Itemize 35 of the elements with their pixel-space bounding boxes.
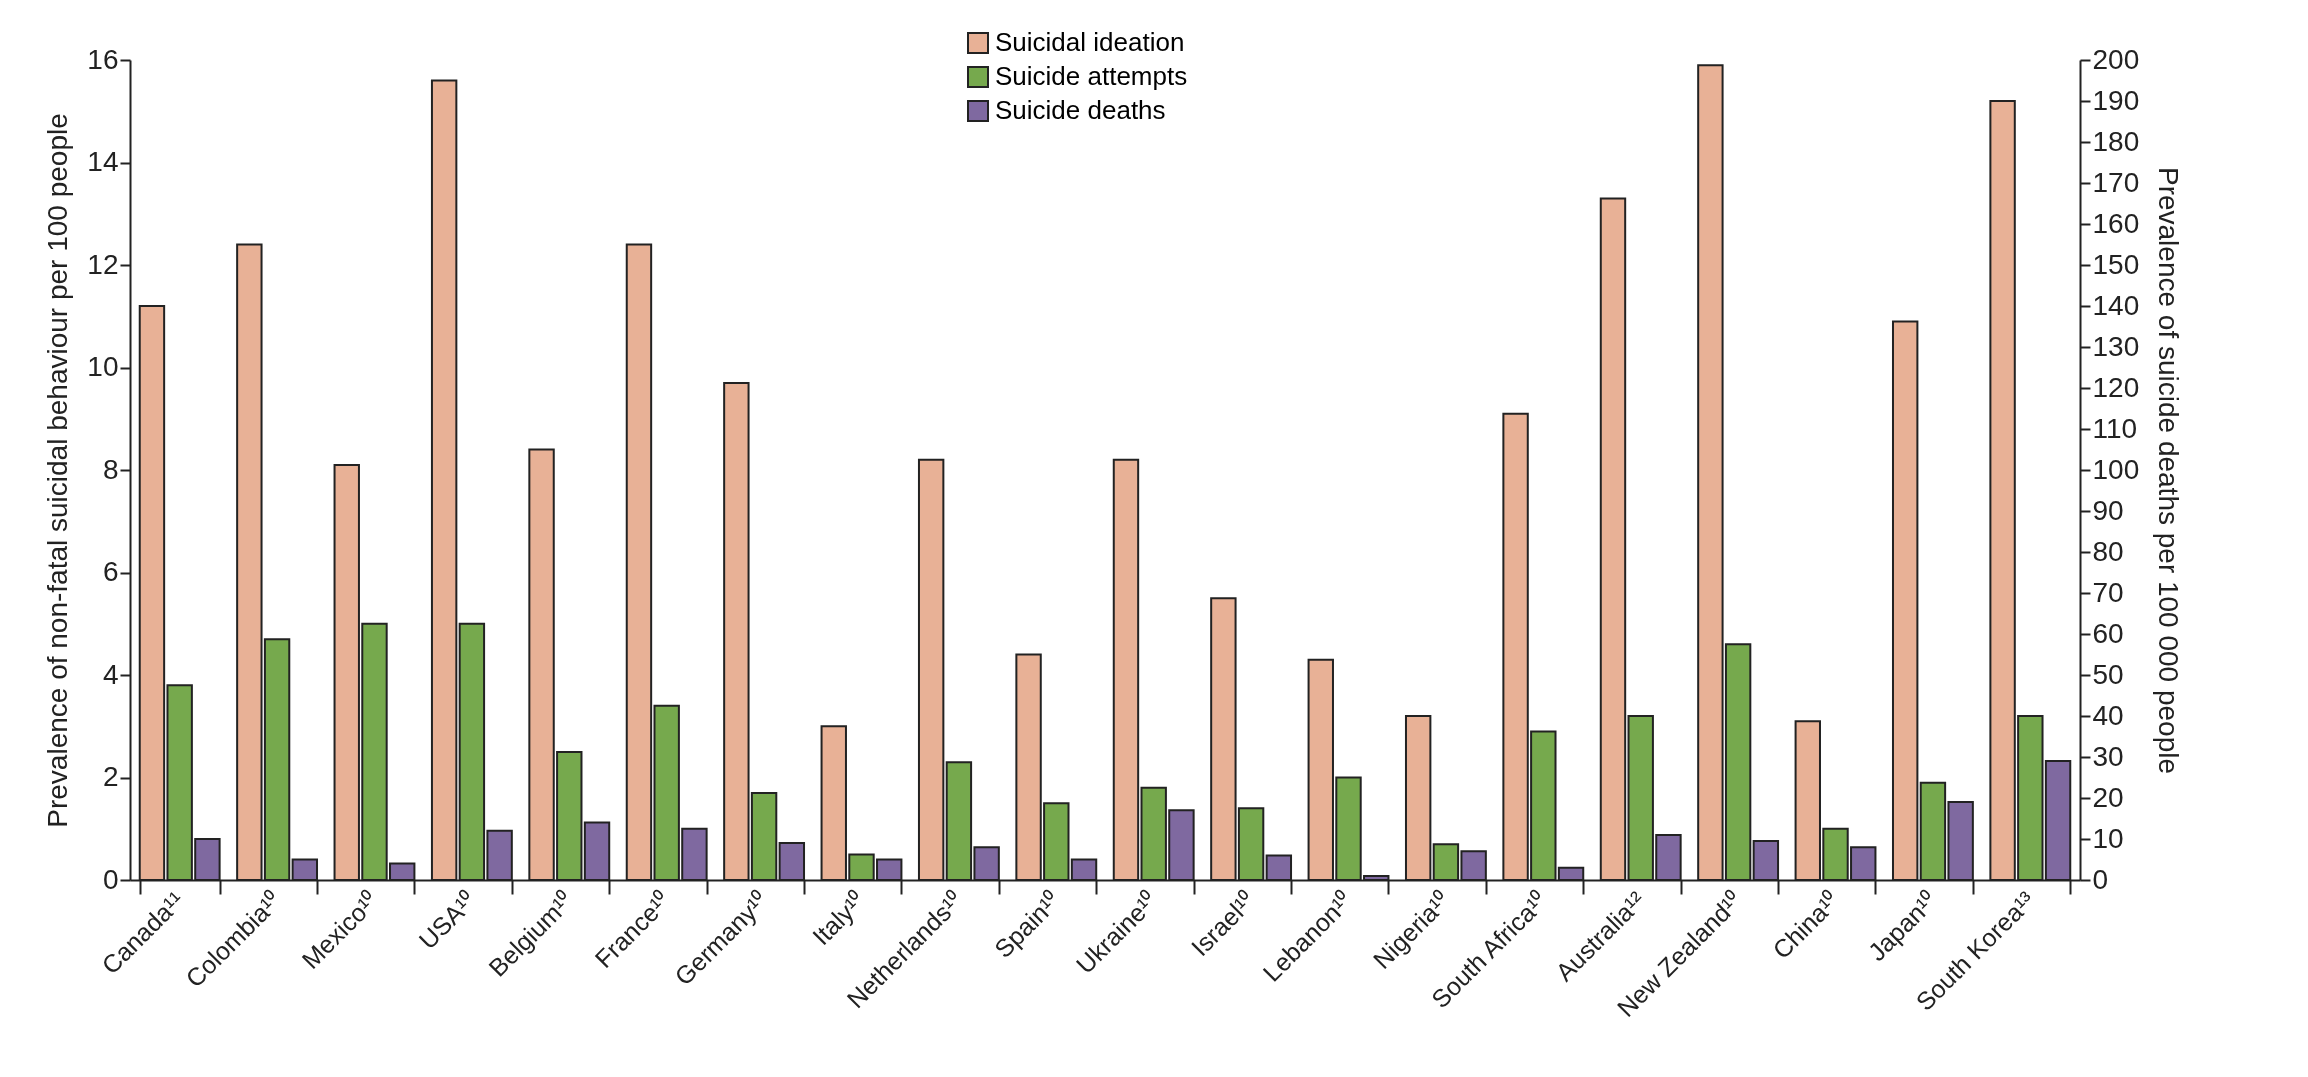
y2-tick-label: 190 <box>2092 84 2140 116</box>
y-axis-title: Prevalence of non-fatal suicidal behaviour per 100 people <box>42 113 74 828</box>
y2-tick-label: 10 <box>2092 822 2124 854</box>
legend-label: Suicide deaths <box>995 95 1166 125</box>
y2-tick-label: 70 <box>2092 576 2124 608</box>
y2-tick-label: 140 <box>2092 289 2140 321</box>
y-tick-label: 0 <box>102 863 119 895</box>
y2-tick-label: 20 <box>2092 781 2124 813</box>
y2-tick-label: 100 <box>2092 453 2140 485</box>
y2-tick-label: 170 <box>2092 166 2140 198</box>
y2-tick-label: 200 <box>2092 43 2140 75</box>
y2-tick-label: 80 <box>2092 535 2124 567</box>
y-tick-label: 16 <box>87 43 119 75</box>
legend-label: Suicidal ideation <box>995 27 1185 57</box>
y-tick-label: 4 <box>102 658 119 690</box>
y-tick-label: 10 <box>87 351 119 382</box>
y2-tick-label: 50 <box>2092 658 2124 690</box>
y-tick-label: 6 <box>102 556 119 587</box>
y2-tick-label: 180 <box>2092 125 2140 157</box>
legend-label: Suicide attempts <box>995 61 1188 91</box>
y2-tick-label: 130 <box>2092 330 2140 362</box>
y2-tick-label: 160 <box>2092 207 2140 239</box>
y-tick-label: 14 <box>87 146 119 177</box>
y-tick-label: 8 <box>102 453 119 485</box>
y2-tick-label: 110 <box>2092 412 2138 444</box>
y2-tick-label: 60 <box>2092 617 2124 649</box>
y2-tick-label: 90 <box>2092 494 2124 526</box>
y2-tick-label: 40 <box>2092 699 2124 731</box>
y-tick-label: 12 <box>87 248 119 280</box>
y2-tick-label: 0 <box>2092 863 2109 895</box>
y2-tick-label: 150 <box>2092 248 2140 280</box>
y-tick-label: 2 <box>102 761 119 792</box>
y2-tick-label: 120 <box>2092 371 2140 403</box>
y2-axis-title: Prevalence of suicide deaths per 100 000 people <box>2153 166 2185 775</box>
y2-tick-label: 30 <box>2092 740 2124 772</box>
